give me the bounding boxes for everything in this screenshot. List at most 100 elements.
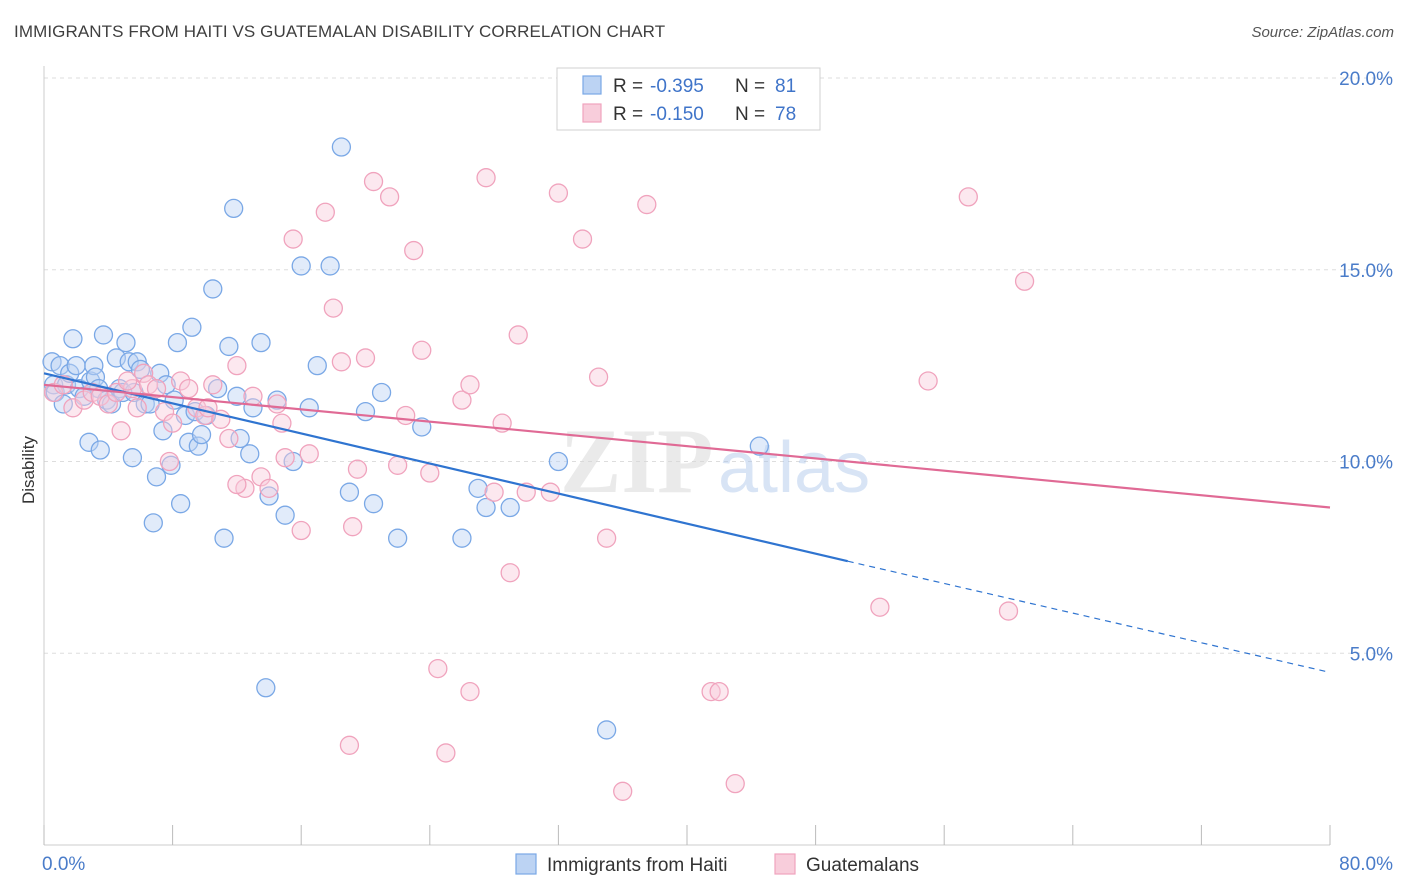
y-tick-label-0: 5.0% [1350, 644, 1393, 665]
point-s1-49 [452, 390, 472, 410]
x-tick-label-1: 80.0% [1339, 854, 1393, 875]
stats-n-value-guatemalans: 78 [775, 104, 796, 125]
trend-extension-0 [847, 560, 1331, 674]
point-s0-74 [468, 478, 488, 498]
point-s0-47 [203, 279, 223, 299]
point-s0-68 [355, 401, 376, 422]
point-s0-57 [256, 678, 276, 698]
chart-title: IMMIGRANTS FROM HAITI VS GUATEMALAN DISA… [14, 22, 666, 41]
point-s0-64 [307, 355, 327, 376]
point-s1-29 [275, 448, 295, 468]
point-s1-39 [355, 348, 376, 368]
y-tick-label-1: 10.0% [1339, 453, 1393, 474]
point-s0-62 [291, 256, 311, 276]
point-s1-45 [412, 340, 432, 360]
stats-r-value-haiti: -0.395 [650, 76, 704, 97]
stats-r-label-haiti: R = [613, 76, 643, 97]
point-s0-79 [749, 436, 769, 456]
tick-labels: 5.0% 10.0% 15.0% 20.0% 0.0% 80.0% [42, 69, 1393, 875]
point-s1-20 [203, 375, 223, 395]
point-s1-54 [500, 563, 520, 583]
point-s0-25 [122, 448, 143, 468]
point-s0-58 [259, 486, 279, 506]
point-s1-37 [342, 517, 363, 537]
point-s1-8 [111, 421, 131, 441]
series-0-points [42, 137, 769, 740]
point-s1-38 [347, 459, 368, 479]
point-s0-73 [452, 528, 472, 548]
point-s1-60 [588, 367, 609, 387]
point-s1-15 [162, 413, 183, 433]
point-s0-45 [191, 425, 212, 445]
point-s0-49 [214, 528, 234, 548]
point-s0-56 [251, 332, 271, 353]
point-s1-30 [283, 229, 303, 249]
point-s1-44 [404, 240, 424, 261]
point-s1-0 [43, 382, 64, 403]
stats-n-label-guatemalans: N = [735, 104, 765, 125]
stats-r-value-guatemalans: -0.150 [650, 104, 704, 125]
point-s1-23 [227, 355, 247, 376]
point-s1-52 [484, 482, 504, 502]
point-s1-48 [436, 743, 456, 763]
stats-swatch-haiti [582, 75, 602, 95]
point-s1-72 [460, 681, 480, 702]
point-s0-60 [275, 505, 295, 525]
stats-r-label-guatemalans: R = [613, 104, 643, 125]
point-s0-65 [320, 256, 340, 276]
point-s1-41 [379, 187, 400, 207]
trend-lines [43, 372, 1331, 674]
point-s1-59 [572, 229, 593, 249]
point-s0-31 [143, 513, 163, 533]
point-s0-24 [119, 352, 139, 372]
point-s0-53 [230, 428, 250, 449]
point-s0-75 [476, 497, 496, 518]
series-1-points [43, 168, 1035, 801]
point-s1-65 [709, 681, 729, 702]
point-s0-42 [182, 317, 202, 337]
legend-swatch-guatemalans [774, 853, 796, 875]
point-s0-33 [150, 363, 170, 383]
point-s1-33 [315, 202, 335, 222]
stats-swatch-guatemalans [582, 103, 602, 123]
point-s1-77 [117, 371, 138, 391]
point-s0-76 [500, 497, 520, 518]
point-s1-40 [363, 171, 384, 192]
point-s1-47 [428, 658, 448, 679]
data-points [42, 137, 1035, 801]
point-s1-17 [179, 378, 199, 399]
point-s0-67 [339, 482, 360, 502]
point-s0-39 [170, 494, 191, 514]
point-s0-70 [371, 382, 392, 403]
point-s1-66 [725, 773, 745, 794]
point-s0-77 [548, 451, 569, 472]
point-s1-67 [870, 597, 890, 617]
point-s0-7 [63, 329, 83, 349]
point-s0-38 [167, 332, 188, 353]
point-s1-36 [339, 735, 360, 755]
point-s1-22 [219, 428, 239, 449]
point-s1-2 [63, 398, 83, 418]
point-s1-68 [918, 371, 938, 391]
point-s1-25 [243, 386, 263, 406]
point-s0-3 [50, 355, 70, 376]
y-axis-title: Disability [19, 435, 38, 504]
point-s1-27 [259, 478, 279, 498]
point-s1-42 [387, 455, 408, 475]
point-s0-78 [596, 720, 617, 740]
point-s1-34 [323, 298, 344, 318]
point-s0-16 [90, 440, 110, 460]
trend-line-1 [43, 383, 1331, 509]
axes [43, 66, 1331, 846]
legend-label-haiti: Immigrants from Haiti [547, 855, 728, 876]
point-s0-69 [363, 494, 384, 514]
watermark-atlas: atlas [718, 428, 870, 508]
point-s0-23 [116, 332, 136, 353]
trend-line-0 [43, 372, 849, 563]
point-s0-34 [153, 421, 173, 441]
point-s0-66 [331, 137, 352, 157]
point-s1-64 [701, 681, 721, 702]
source-label: Source: ZipAtlas.com [1251, 24, 1394, 41]
point-s1-73 [227, 474, 247, 495]
point-s1-55 [508, 325, 528, 345]
